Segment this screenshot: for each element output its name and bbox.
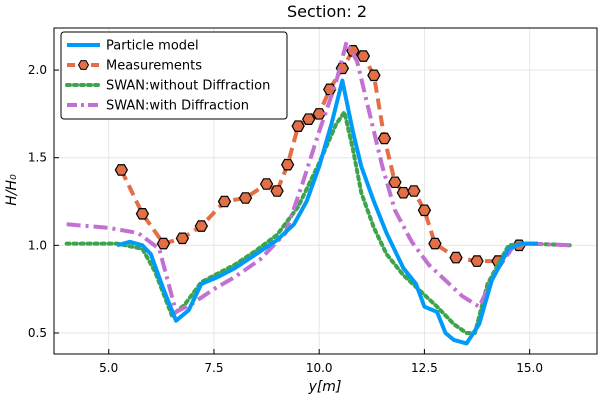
data-point-marker [417, 204, 432, 217]
data-point-marker [407, 185, 421, 197]
data-point-marker [301, 113, 316, 125]
legend-marker [77, 60, 90, 70]
data-point-marker [367, 69, 381, 82]
data-point-marker [238, 192, 253, 204]
data-point-marker [270, 185, 284, 197]
series-layer [64, 40, 574, 346]
data-point-marker [377, 132, 392, 145]
series-line-1 [119, 48, 521, 264]
data-point-marker [449, 251, 463, 264]
x-tick-label: 7.5 [204, 361, 223, 375]
data-point-marker [428, 237, 442, 250]
legend-label: SWAN:without Diffraction [106, 79, 270, 94]
data-point-marker [396, 186, 411, 199]
x-tick-label: 5.0 [99, 361, 118, 375]
series-line-0 [116, 78, 539, 346]
data-point-marker [470, 255, 484, 267]
data-point-marker [291, 120, 305, 132]
data-point-marker [217, 195, 232, 208]
chart-title: Section: 2 [287, 2, 367, 21]
data-point-marker [312, 108, 326, 120]
legend-label: Particle model [106, 39, 199, 54]
legend: Particle model Measurements SWAN:without D… [60, 31, 288, 120]
x-tick-label: 15.0 [516, 361, 543, 375]
legend-box [60, 31, 288, 120]
y-tick-label: 0.5 [28, 326, 47, 340]
data-point-marker [356, 50, 371, 62]
legend-label: SWAN:with Diffraction [106, 99, 249, 114]
y-axis-label: H/H₀ [4, 174, 20, 206]
data-point-marker [259, 178, 274, 190]
ticks: 5.0 7.5 10.0 12.5 15.0 0.5 1.0 1.5 2.0 [28, 63, 543, 375]
y-tick-label: 1.5 [28, 151, 47, 165]
x-tick-label: 12.5 [411, 361, 438, 375]
data-point-marker [388, 176, 402, 189]
plot-frame [53, 27, 598, 355]
data-point-marker [114, 164, 129, 176]
legend-label: Measurements [106, 59, 202, 74]
data-point-marker [194, 220, 209, 232]
series-line-3 [66, 40, 572, 314]
y-tick-label: 1.0 [28, 238, 47, 252]
data-point-marker [175, 232, 190, 245]
data-point-marker [280, 158, 295, 171]
y-tick-label: 2.0 [28, 63, 47, 77]
x-axis-label: y[m] [308, 379, 342, 395]
data-point-marker [135, 207, 150, 220]
data-point-marker [156, 237, 171, 250]
x-tick-label: 10.0 [306, 361, 333, 375]
